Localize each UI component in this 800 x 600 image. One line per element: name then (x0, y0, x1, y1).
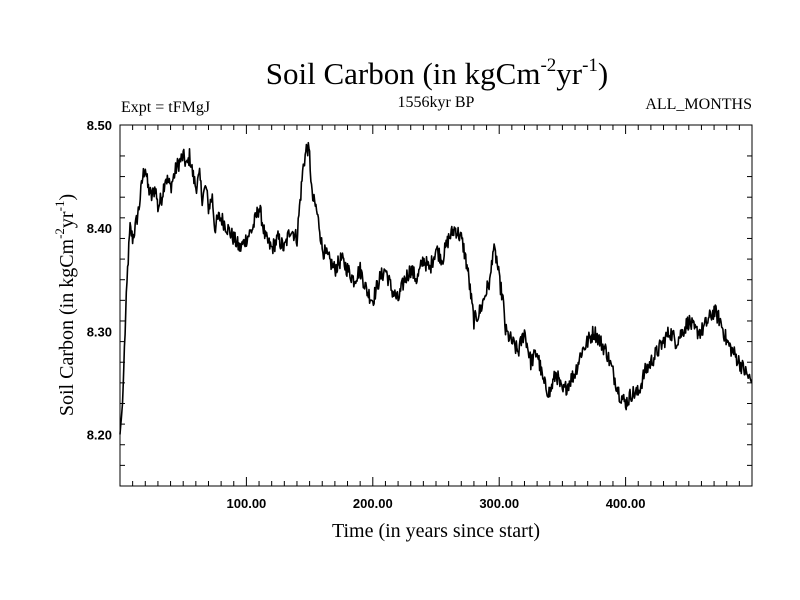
chart-title-main: Soil Carbon (in kgCm (266, 56, 541, 91)
axis-tick-labels: 100.00 200.00 300.00 400.00 8.20 8.30 8.40 8.50 (87, 118, 646, 511)
chart-title-sup1: -2 (540, 55, 556, 76)
chart-title: Soil Carbon (in kgCm-2yr-1) (266, 55, 609, 91)
plot-frame (119, 124, 753, 487)
chart-title-sup2: -1 (582, 55, 598, 76)
y-tick-label: 8.20 (87, 427, 112, 442)
y-axis-label-main: Soil Carbon (in kgCm (56, 238, 78, 416)
months-label: ALL_MONTHS (645, 96, 752, 113)
period-label: 1556kyr BP (398, 94, 475, 111)
y-axis-label-end: ) (56, 194, 78, 201)
experiment-label: Expt = tFMgJ (121, 99, 210, 116)
chart-title-mid: yr (556, 56, 583, 91)
y-tick-label: 8.50 (87, 118, 112, 133)
y-tick-label: 8.40 (87, 221, 112, 236)
series-line (119, 141, 753, 435)
x-tick-label: 400.00 (606, 496, 646, 511)
x-tick-label: 300.00 (479, 496, 519, 511)
x-tick-label: 100.00 (227, 496, 267, 511)
y-axis-label-mid: yr (56, 211, 78, 228)
y-axis-label-sup2: -1 (52, 201, 67, 212)
x-tick-label: 200.00 (353, 496, 393, 511)
y-tick-label: 8.30 (87, 324, 112, 339)
x-axis-label: Time (in years since start) (332, 520, 540, 542)
y-axis-label-sup1: -2 (52, 228, 67, 239)
chart-title-end: ) (598, 56, 608, 91)
axis-ticks (120, 125, 752, 486)
y-axis-label: Soil Carbon (in kgCm-2yr-1) (52, 194, 78, 416)
